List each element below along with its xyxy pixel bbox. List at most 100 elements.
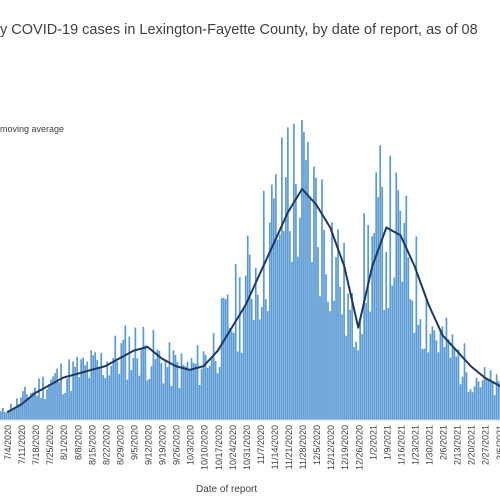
case-bar [391,285,394,420]
case-bar [268,222,271,420]
case-bar [455,356,458,420]
case-bar [357,350,359,420]
case-bar [158,350,161,420]
case-bar [162,383,165,420]
case-bar [30,393,32,420]
x-tick-label: 1/2/2021 [368,425,378,460]
case-bar [437,352,440,420]
case-bar [493,395,496,420]
case-bar [395,172,398,420]
case-bar [98,367,101,420]
x-axis-title: Date of report [196,484,257,495]
case-bar [483,367,486,420]
case-bar [477,381,480,420]
case-bar [465,372,468,420]
case-bar [24,386,26,420]
case-bar [10,403,12,420]
case-bar [112,357,115,420]
case-bar [341,314,343,420]
case-bar [2,408,4,420]
chart-title: y COVID-19 cases in Lexington-Fayette Co… [0,22,478,38]
case-bar [453,347,456,420]
case-bar [182,364,185,420]
case-bar [202,351,205,420]
case-bar [64,393,66,420]
case-bar [347,293,349,420]
case-bar [146,380,149,420]
case-bar [172,350,175,420]
case-bar [387,307,390,420]
case-bar [313,166,315,420]
case-bar [94,352,97,420]
x-tick-label: 10/3/2020 [186,425,196,465]
case-bar [403,222,406,420]
case-bar [353,346,355,420]
case-bar [178,387,181,420]
case-bar [222,297,225,420]
case-bar [240,352,243,420]
case-bar [433,330,436,420]
case-bar [80,359,82,420]
x-tick-label: 10/24/2020 [228,425,238,470]
case-bar [305,159,307,421]
case-bar [291,261,293,420]
case-bar [122,339,125,420]
case-bar [485,378,488,420]
case-bar [50,379,52,420]
x-tick-label: 10/31/2020 [242,425,252,470]
case-bar [315,177,317,420]
case-bar [138,375,141,420]
case-bar [190,358,193,420]
x-tick-label: 2/27/2021 [481,425,491,465]
case-bar [148,378,151,420]
case-bar [289,231,291,420]
case-bar [92,355,95,420]
case-bar [116,361,119,420]
case-bar [184,366,187,420]
x-tick-label: 1/16/2021 [396,425,406,465]
case-bar [36,395,38,420]
case-bar [160,363,163,420]
case-bar [154,359,157,420]
x-tick-label: 9/19/2020 [158,425,168,465]
x-tick-label: 9/5/2020 [129,425,139,460]
case-bar [445,317,448,420]
x-tick-label: 10/10/2020 [200,425,210,470]
case-bar [16,398,18,420]
case-bar [164,359,167,420]
x-tick-label: 7/25/2020 [45,425,55,465]
case-bar [281,137,283,420]
case-bar [339,286,341,420]
case-bar [0,411,2,420]
case-bar [327,301,329,420]
case-bar [489,370,492,420]
case-bar [295,183,297,420]
case-bar [497,381,500,420]
case-bar [417,324,420,420]
case-bar [102,375,105,420]
case-bar [68,359,70,420]
case-bar [66,378,68,420]
case-bar [208,365,211,420]
case-bar [481,380,484,420]
case-bar [345,335,347,420]
x-tick-label: 1/30/2021 [425,425,435,465]
case-bar [258,319,261,420]
case-bar [333,300,335,420]
case-bar [377,197,380,420]
case-bar [429,333,432,420]
case-bar [321,179,323,420]
case-bar [415,236,418,420]
case-bar [214,360,217,420]
case-bar [74,366,76,420]
case-bar [379,145,382,421]
case-bar [262,190,265,420]
case-bar [58,382,60,420]
case-bar [242,308,245,420]
case-bar [206,367,209,420]
case-bar [439,329,442,420]
case-bar [278,234,281,420]
case-bar [18,404,20,420]
case-bar [14,406,16,420]
case-bar [337,229,339,420]
